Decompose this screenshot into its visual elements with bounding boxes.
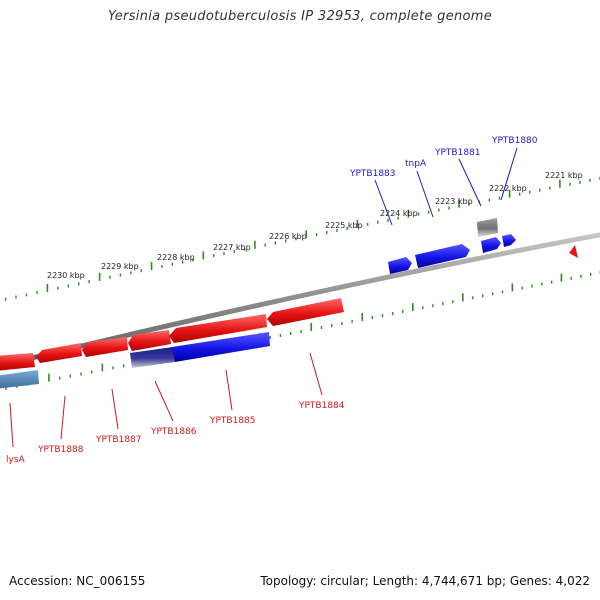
gene-bar-blue[interactable]	[172, 332, 270, 362]
tick-label: 2229 kbp	[101, 262, 139, 271]
tick-label: 2228 kbp	[157, 253, 195, 262]
gene-bar-navy[interactable]	[130, 347, 175, 368]
gene-label-yptb1884[interactable]: YPTB1884	[298, 401, 345, 411]
accession-text: Accession: NC_006155	[9, 574, 146, 588]
gene-arrow-red-marker[interactable]	[569, 245, 578, 258]
gene-arrow-yptb1885[interactable]	[169, 314, 267, 343]
gene-arrow-yptb1881-lower[interactable]	[481, 237, 501, 253]
tick-label: 2226 kbp	[269, 232, 307, 241]
forward-strand-genes	[388, 218, 578, 274]
tick-label: 2224 kbp	[380, 209, 418, 218]
gene-label-lysa[interactable]: lysA	[6, 455, 26, 465]
tick-label: 2222 kbp	[489, 184, 527, 193]
genome-summary-text: Topology: circular; Length: 4,744,671 bp…	[260, 574, 590, 588]
reverse-strand-genes	[0, 298, 344, 371]
gene-label-yptb1887[interactable]: YPTB1887	[95, 435, 142, 445]
gene-arrow-yptb1884[interactable]	[267, 298, 344, 326]
gene-label-yptb1885[interactable]: YPTB1885	[209, 416, 256, 426]
gene-arrow-lysa[interactable]	[0, 353, 35, 371]
gene-arrow-yptb1880[interactable]	[502, 234, 516, 247]
outer-tick-labels: 2230 kbp 2229 kbp 2228 kbp 2227 kbp 2226…	[47, 171, 583, 280]
gene-arrow-yptb1887[interactable]	[82, 337, 128, 357]
gene-label-yptb1881[interactable]: YPTB1881	[434, 148, 481, 158]
gene-bar-partial[interactable]	[0, 370, 39, 389]
gene-arrow-yptb1888[interactable]	[36, 343, 82, 363]
reverse-label-leaders	[9, 352, 323, 448]
gene-label-yptb1888[interactable]: YPTB1888	[37, 445, 84, 455]
tick-label: 2221 kbp	[545, 171, 583, 180]
gene-label-yptb1883[interactable]: YPTB1883	[349, 169, 396, 179]
tick-label: 2225 kbp	[325, 221, 363, 230]
inner-tick-ring	[5, 270, 600, 390]
forward-label-leaders	[374, 147, 518, 226]
genome-backbone	[0, 232, 600, 369]
gene-label-tnpa[interactable]: tnpA	[405, 159, 427, 169]
gene-arrow-yptb1881[interactable]	[477, 218, 498, 237]
tick-label: 2227 kbp	[213, 243, 251, 252]
tick-label: 2230 kbp	[47, 271, 85, 280]
map-title: Yersinia pseudotuberculosis IP 32953, co…	[107, 9, 493, 24]
inner-ring-genes	[0, 332, 270, 389]
forward-gene-labels: YPTB1883 tnpA YPTB1881 YPTB1880	[349, 136, 538, 179]
gene-label-yptb1880[interactable]: YPTB1880	[491, 136, 538, 146]
gene-label-yptb1886[interactable]: YPTB1886	[150, 427, 197, 437]
gene-arrow-yptb1886[interactable]	[128, 330, 171, 351]
gene-arrow-yptb1883[interactable]	[388, 257, 412, 274]
outer-tick-ring	[4, 176, 600, 301]
gene-arrow-tnpa[interactable]	[415, 244, 470, 268]
tick-label: 2223 kbp	[435, 197, 473, 206]
reverse-gene-labels: lysA YPTB1888 YPTB1887 YPTB1886 YPTB1885…	[6, 401, 345, 465]
